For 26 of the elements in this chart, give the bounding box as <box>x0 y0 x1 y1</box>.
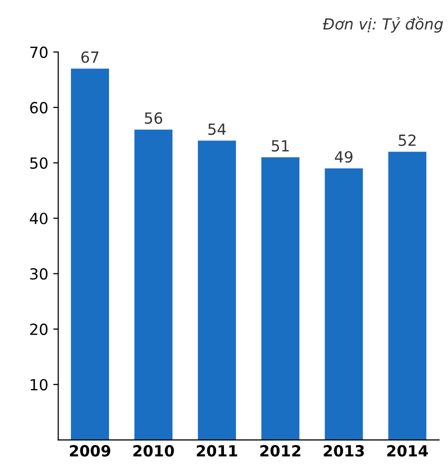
bar <box>70 68 110 440</box>
bar <box>388 152 426 440</box>
x-tick-label: 2010 <box>133 445 174 457</box>
data-label: 51 <box>272 140 289 152</box>
bar <box>198 140 236 440</box>
y-tick-label: 40 <box>30 212 48 224</box>
y-tick-label: 20 <box>30 324 48 336</box>
y-tick-label: 70 <box>30 46 48 58</box>
data-label: 56 <box>144 112 162 124</box>
bar <box>261 157 300 440</box>
x-tick-label: 2012 <box>260 445 300 457</box>
x-tick-label: 2014 <box>387 445 428 457</box>
y-tick-label: 50 <box>30 157 48 169</box>
data-label: 52 <box>398 134 416 146</box>
y-tick-label: 10 <box>30 378 48 391</box>
data-label: 67 <box>81 51 98 63</box>
data-label: 49 <box>334 151 352 163</box>
x-tick-label: 2009 <box>70 445 110 457</box>
data-label: 54 <box>208 124 226 135</box>
bar <box>324 168 363 440</box>
x-tick-label: 2013 <box>324 445 364 457</box>
text: Đơn vị: Tỷ đồng <box>322 16 443 33</box>
y-tick-label: 60 <box>30 102 48 114</box>
y-tick-label: 30 <box>30 268 48 280</box>
x-tick-label: 2011 <box>196 445 238 457</box>
bar <box>134 130 172 440</box>
